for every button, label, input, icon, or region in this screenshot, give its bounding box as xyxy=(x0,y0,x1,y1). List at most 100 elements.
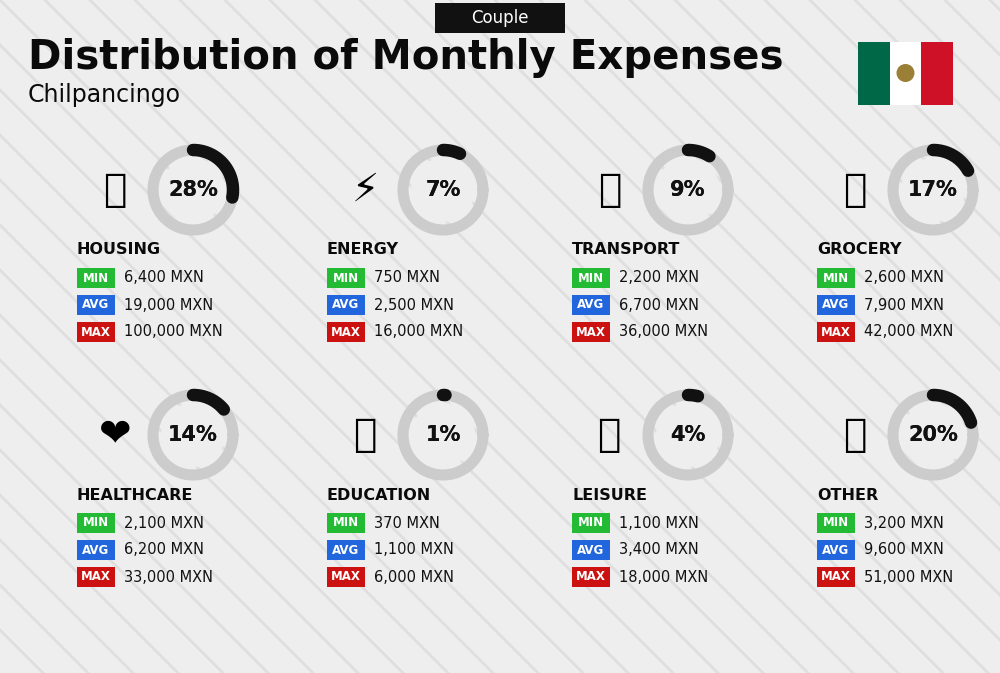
Circle shape xyxy=(411,158,475,222)
Text: 9%: 9% xyxy=(670,180,706,200)
Text: 🛍️: 🛍️ xyxy=(598,416,622,454)
Text: 2,100 MXN: 2,100 MXN xyxy=(124,516,204,530)
Text: MIN: MIN xyxy=(333,271,359,285)
Text: 6,200 MXN: 6,200 MXN xyxy=(124,542,204,557)
Text: 51,000 MXN: 51,000 MXN xyxy=(864,569,953,584)
Text: MIN: MIN xyxy=(83,516,109,530)
FancyBboxPatch shape xyxy=(817,295,855,315)
Text: 20%: 20% xyxy=(908,425,958,445)
Text: MAX: MAX xyxy=(331,571,361,583)
Text: 370 MXN: 370 MXN xyxy=(374,516,440,530)
FancyBboxPatch shape xyxy=(817,322,855,342)
Text: 19,000 MXN: 19,000 MXN xyxy=(124,297,213,312)
Text: 6,000 MXN: 6,000 MXN xyxy=(374,569,454,584)
Text: 7,900 MXN: 7,900 MXN xyxy=(864,297,944,312)
Text: 36,000 MXN: 36,000 MXN xyxy=(619,324,708,339)
Text: LEISURE: LEISURE xyxy=(572,487,647,503)
Text: MAX: MAX xyxy=(576,571,606,583)
FancyBboxPatch shape xyxy=(77,513,115,533)
Text: MIN: MIN xyxy=(578,271,604,285)
Text: 🎓: 🎓 xyxy=(353,416,377,454)
Text: AVG: AVG xyxy=(82,299,110,312)
FancyBboxPatch shape xyxy=(77,295,115,315)
FancyBboxPatch shape xyxy=(817,567,855,587)
Text: 4%: 4% xyxy=(670,425,706,445)
Text: 750 MXN: 750 MXN xyxy=(374,271,440,285)
FancyBboxPatch shape xyxy=(435,3,565,33)
Text: 1,100 MXN: 1,100 MXN xyxy=(374,542,454,557)
Text: MAX: MAX xyxy=(821,326,851,339)
FancyBboxPatch shape xyxy=(327,513,365,533)
Text: TRANSPORT: TRANSPORT xyxy=(572,242,680,258)
Text: MAX: MAX xyxy=(81,571,111,583)
Text: MIN: MIN xyxy=(333,516,359,530)
Text: AVG: AVG xyxy=(332,299,360,312)
FancyBboxPatch shape xyxy=(817,513,855,533)
Text: MIN: MIN xyxy=(823,516,849,530)
Text: 14%: 14% xyxy=(168,425,218,445)
FancyBboxPatch shape xyxy=(327,268,365,288)
Text: 1,100 MXN: 1,100 MXN xyxy=(619,516,699,530)
Text: MAX: MAX xyxy=(821,571,851,583)
Text: AVG: AVG xyxy=(822,544,850,557)
Text: AVG: AVG xyxy=(82,544,110,557)
Text: MAX: MAX xyxy=(576,326,606,339)
Text: MIN: MIN xyxy=(578,516,604,530)
Circle shape xyxy=(411,403,475,467)
Circle shape xyxy=(901,403,965,467)
Text: 20%: 20% xyxy=(908,425,958,445)
FancyBboxPatch shape xyxy=(327,567,365,587)
Text: 3,400 MXN: 3,400 MXN xyxy=(619,542,699,557)
Text: ENERGY: ENERGY xyxy=(327,242,399,258)
FancyBboxPatch shape xyxy=(572,295,610,315)
Text: 2,200 MXN: 2,200 MXN xyxy=(619,271,699,285)
Text: MIN: MIN xyxy=(823,271,849,285)
FancyBboxPatch shape xyxy=(327,295,365,315)
Text: 7%: 7% xyxy=(425,180,461,200)
Bar xyxy=(858,42,890,104)
Circle shape xyxy=(901,158,965,222)
Text: 2,600 MXN: 2,600 MXN xyxy=(864,271,944,285)
Text: 4%: 4% xyxy=(670,425,706,445)
Text: HEALTHCARE: HEALTHCARE xyxy=(77,487,193,503)
Text: 7%: 7% xyxy=(425,180,461,200)
Text: 🏢: 🏢 xyxy=(103,171,127,209)
FancyBboxPatch shape xyxy=(77,567,115,587)
FancyBboxPatch shape xyxy=(572,513,610,533)
FancyBboxPatch shape xyxy=(327,540,365,560)
Text: AVG: AVG xyxy=(822,299,850,312)
FancyBboxPatch shape xyxy=(817,268,855,288)
FancyBboxPatch shape xyxy=(572,567,610,587)
Circle shape xyxy=(656,158,720,222)
FancyBboxPatch shape xyxy=(327,322,365,342)
Text: 18,000 MXN: 18,000 MXN xyxy=(619,569,708,584)
Text: 🚌: 🚌 xyxy=(598,171,622,209)
FancyBboxPatch shape xyxy=(77,322,115,342)
Text: EDUCATION: EDUCATION xyxy=(327,487,431,503)
Text: Distribution of Monthly Expenses: Distribution of Monthly Expenses xyxy=(28,38,784,78)
Text: ⚡: ⚡ xyxy=(351,171,379,209)
Text: MIN: MIN xyxy=(83,271,109,285)
Text: 9,600 MXN: 9,600 MXN xyxy=(864,542,944,557)
Text: 16,000 MXN: 16,000 MXN xyxy=(374,324,463,339)
Text: OTHER: OTHER xyxy=(817,487,878,503)
FancyBboxPatch shape xyxy=(77,268,115,288)
FancyBboxPatch shape xyxy=(817,540,855,560)
Text: 17%: 17% xyxy=(908,180,958,200)
Text: HOUSING: HOUSING xyxy=(77,242,161,258)
FancyBboxPatch shape xyxy=(572,268,610,288)
Text: 6,400 MXN: 6,400 MXN xyxy=(124,271,204,285)
Text: 2,500 MXN: 2,500 MXN xyxy=(374,297,454,312)
Text: 💰: 💰 xyxy=(843,416,867,454)
Text: MAX: MAX xyxy=(331,326,361,339)
Text: 42,000 MXN: 42,000 MXN xyxy=(864,324,953,339)
Bar xyxy=(921,42,953,104)
Text: 🛒: 🛒 xyxy=(843,171,867,209)
Text: 1%: 1% xyxy=(425,425,461,445)
Text: GROCERY: GROCERY xyxy=(817,242,902,258)
Text: Chilpancingo: Chilpancingo xyxy=(28,83,181,107)
Circle shape xyxy=(161,403,225,467)
Circle shape xyxy=(896,64,914,82)
Text: ❤️: ❤️ xyxy=(99,416,131,454)
Text: 3,200 MXN: 3,200 MXN xyxy=(864,516,944,530)
